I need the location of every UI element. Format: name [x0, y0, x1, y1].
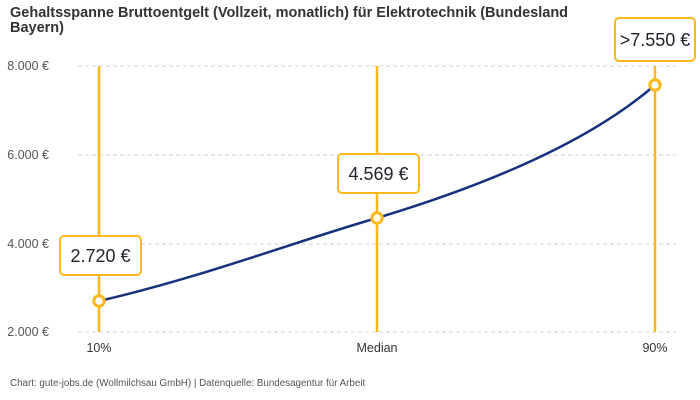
- svg-text:>7.550 €: >7.550 €: [620, 30, 691, 50]
- svg-text:2.000 €: 2.000 €: [7, 325, 49, 339]
- svg-text:4.569 €: 4.569 €: [348, 164, 408, 184]
- svg-text:4.000 €: 4.000 €: [7, 237, 49, 251]
- svg-text:2.720 €: 2.720 €: [70, 246, 130, 266]
- svg-text:8.000 €: 8.000 €: [7, 59, 49, 73]
- svg-text:6.000 €: 6.000 €: [7, 148, 49, 162]
- svg-text:10%: 10%: [86, 341, 111, 355]
- svg-text:90%: 90%: [642, 341, 667, 355]
- svg-text:Median: Median: [357, 341, 398, 355]
